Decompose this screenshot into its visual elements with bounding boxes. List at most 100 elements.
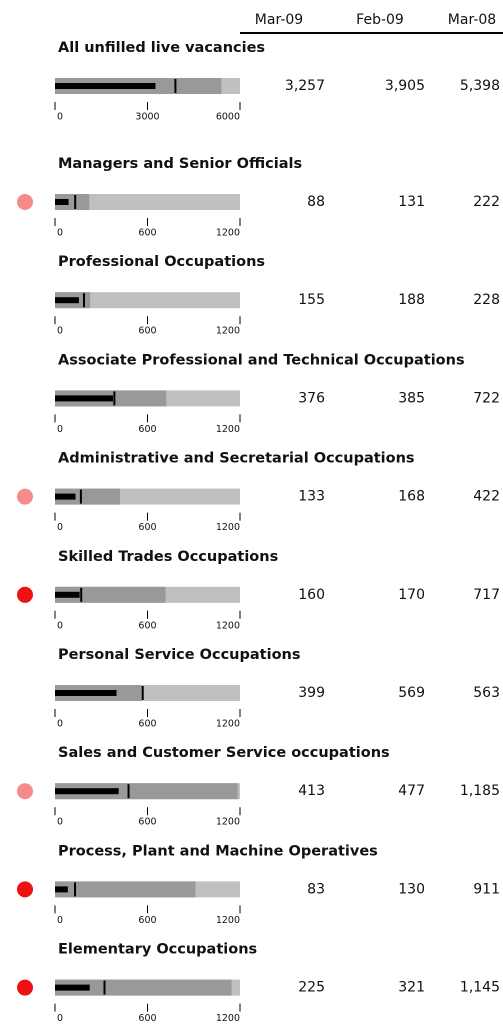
value-label: 228	[473, 292, 500, 308]
value-label: 225	[298, 980, 325, 996]
value-label: 1,185	[460, 783, 500, 799]
x-tick-label: 0	[57, 112, 63, 123]
value-label: 413	[298, 783, 325, 799]
status-dot	[17, 881, 33, 898]
x-tick-label: 1200	[216, 620, 240, 631]
x-tick-label: 600	[138, 915, 156, 926]
value-label: 160	[298, 587, 325, 603]
bullet-background	[55, 292, 240, 309]
value-label: 385	[398, 390, 425, 406]
value-label: 131	[398, 194, 425, 210]
x-tick-label: 600	[138, 228, 156, 239]
value-label: 188	[398, 292, 425, 308]
x-tick-label: 0	[57, 228, 63, 239]
column-header: Mar-08	[448, 12, 496, 28]
x-tick-label: 1200	[216, 228, 240, 239]
row-title: Managers and Senior Officials	[58, 156, 302, 172]
value-bar	[55, 493, 76, 500]
range-bar	[55, 783, 238, 800]
value-label: 168	[398, 489, 425, 505]
marker	[141, 686, 144, 700]
column-header: Mar-09	[255, 12, 303, 28]
x-tick-label: 1200	[216, 424, 240, 435]
row-title: Sales and Customer Service occupations	[58, 745, 390, 761]
x-tick-label: 1200	[216, 719, 240, 730]
value-label: 376	[298, 390, 325, 406]
value-label: 5,398	[460, 78, 500, 94]
column-header: Feb-09	[356, 12, 404, 28]
x-tick-label: 3000	[135, 112, 159, 123]
value-label: 717	[473, 587, 500, 603]
value-label: 155	[298, 292, 325, 308]
x-tick-label: 1200	[216, 522, 240, 533]
value-label: 563	[473, 685, 500, 701]
value-label: 569	[398, 685, 425, 701]
row-title: Skilled Trades Occupations	[58, 549, 278, 565]
status-dot	[17, 979, 33, 996]
x-tick-label: 0	[57, 620, 63, 631]
x-tick-label: 0	[57, 424, 63, 435]
x-tick-label: 0	[57, 522, 63, 533]
value-bar	[55, 984, 90, 991]
value-label: 321	[398, 980, 425, 996]
marker	[74, 882, 77, 897]
x-tick-label: 1200	[216, 915, 240, 926]
x-tick-label: 0	[57, 719, 63, 730]
range-bar	[55, 586, 166, 603]
x-tick-label: 600	[138, 522, 156, 533]
value-bar	[55, 788, 119, 795]
bullet-background	[55, 194, 240, 210]
row-title: Elementary Occupations	[58, 942, 257, 958]
row-title: Associate Professional and Technical Occ…	[58, 352, 465, 368]
row-title: All unfilled live vacancies	[58, 40, 265, 56]
marker	[82, 293, 85, 308]
value-bar	[55, 591, 80, 598]
range-bar	[55, 488, 121, 505]
x-tick-label: 600	[138, 326, 156, 337]
range-bar	[55, 194, 90, 210]
value-bar	[55, 297, 79, 304]
x-tick-label: 1200	[216, 1013, 240, 1024]
x-tick-label: 600	[138, 719, 156, 730]
x-tick-label: 0	[57, 1013, 63, 1024]
value-bar	[55, 199, 69, 205]
range-bar	[55, 979, 232, 996]
value-label: 477	[398, 783, 425, 799]
marker	[127, 784, 130, 799]
row-title: Professional Occupations	[58, 254, 265, 270]
x-tick-label: 600	[138, 620, 156, 631]
value-bar	[55, 395, 113, 402]
value-bar	[55, 886, 68, 893]
x-tick-label: 0	[57, 817, 63, 828]
value-label: 88	[307, 194, 325, 210]
value-label: 3,257	[285, 78, 325, 94]
row-title: Personal Service Occupations	[58, 647, 300, 663]
status-dot	[17, 586, 33, 603]
value-label: 399	[298, 685, 325, 701]
marker	[79, 489, 82, 504]
value-label: 83	[307, 881, 325, 897]
value-label: 3,905	[385, 78, 425, 94]
marker	[174, 79, 177, 93]
status-dot	[17, 488, 33, 505]
marker	[113, 391, 116, 406]
value-label: 1,145	[460, 980, 500, 996]
value-bar	[55, 690, 117, 696]
marker	[74, 195, 77, 209]
value-label: 222	[473, 194, 500, 210]
x-tick-label: 600	[138, 424, 156, 435]
x-tick-label: 600	[138, 817, 156, 828]
x-tick-label: 0	[57, 326, 63, 337]
value-label: 722	[473, 390, 500, 406]
value-label: 133	[298, 489, 325, 505]
status-dot	[17, 783, 33, 800]
row-title: Administrative and Secretarial Occupatio…	[58, 451, 415, 467]
x-tick-label: 1200	[216, 326, 240, 337]
value-label: 422	[473, 489, 500, 505]
value-label: 130	[398, 881, 425, 897]
range-bar	[55, 881, 196, 898]
x-tick-label: 6000	[216, 112, 240, 123]
x-tick-label: 600	[138, 1013, 156, 1024]
value-label: 170	[398, 587, 425, 603]
